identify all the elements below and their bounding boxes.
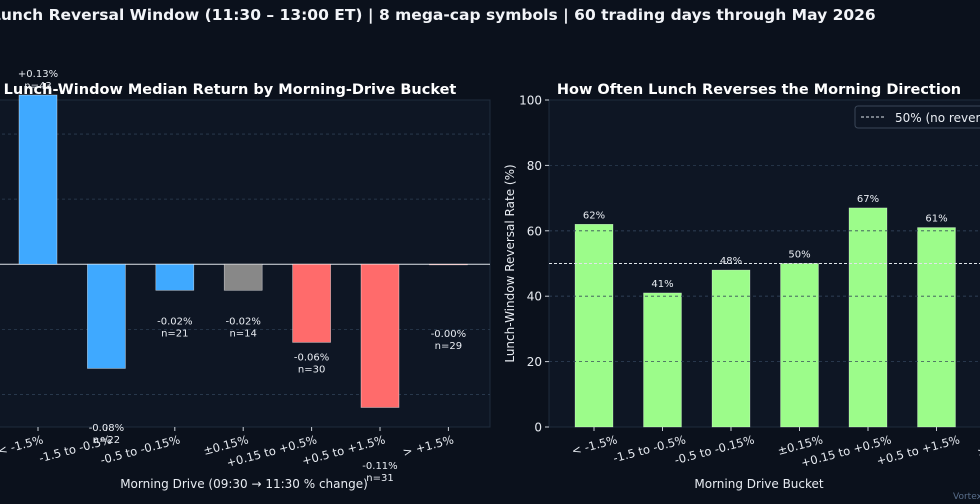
left-bar — [292, 263, 331, 343]
legend-box — [854, 105, 980, 129]
left-value-label: -0.06% — [294, 352, 329, 363]
left-bar — [155, 263, 195, 291]
right-y-tick-label: 0 — [534, 421, 542, 435]
right-value-label: 50% — [788, 250, 810, 261]
right-value-label: 48% — [720, 256, 742, 267]
right-value-label: 61% — [925, 214, 947, 225]
left-count-label: n=31 — [366, 473, 393, 484]
right-bar — [711, 269, 751, 428]
left-x-tick-label: > +1.5% — [401, 432, 455, 459]
left-x-axis-label: Morning Drive (09:30 → 11:30 % change) — [120, 477, 368, 491]
right-y-tick-label: 100 — [519, 94, 542, 108]
left-count-label: n=30 — [298, 364, 325, 375]
left-bar — [429, 263, 468, 266]
left-bar — [223, 263, 263, 291]
left-count-label: n=43 — [24, 81, 51, 92]
left-value-label: +0.13% — [18, 69, 58, 80]
right-x-tick-label: -0.5 to -0.15% — [673, 432, 756, 467]
right-y-tick-label: 20 — [527, 355, 542, 369]
left-chart-title: Lunch-Window Median Return by Morning-Dr… — [4, 82, 457, 98]
right-bar — [643, 292, 682, 428]
right-value-label: 67% — [857, 194, 879, 205]
left-count-label: n=21 — [161, 328, 188, 339]
left-bar — [18, 94, 58, 265]
figure-title: Lunch Reversal Window (11:30 – 13:00 ET)… — [0, 6, 876, 24]
right-x-tick-label: > +1.5% — [976, 432, 980, 459]
right-y-tick-label: 80 — [527, 159, 542, 173]
left-count-label: n=14 — [229, 328, 256, 339]
left-bar — [360, 263, 400, 408]
watermark: Vortex — [953, 492, 980, 502]
left-value-label: -0.02% — [226, 316, 261, 327]
left-count-label: n=22 — [93, 435, 120, 446]
right-bar — [574, 224, 614, 428]
right-value-label: 41% — [651, 279, 673, 290]
left-value-label: -0.00% — [431, 329, 466, 340]
right-value-label: 62% — [583, 210, 605, 221]
left-bar — [87, 263, 126, 369]
left-count-label: n=29 — [435, 341, 462, 352]
right-y-tick-label: 60 — [527, 224, 542, 238]
left-plot-area — [0, 99, 491, 428]
left-value-label: -0.11% — [362, 461, 397, 472]
right-bar — [848, 207, 888, 428]
legend-label: 50% (no reversal edge) — [895, 111, 980, 125]
right-chart-title: How Often Lunch Reverses the Morning Dir… — [557, 82, 961, 98]
right-bar — [917, 227, 956, 428]
left-value-label: -0.02% — [157, 316, 192, 327]
right-bar — [780, 263, 819, 428]
right-y-tick-label: 40 — [527, 290, 542, 304]
right-y-axis-label: Lunch-Window Reversal Rate (%) — [503, 164, 517, 362]
right-x-axis-label: Morning Drive Bucket — [694, 477, 824, 491]
